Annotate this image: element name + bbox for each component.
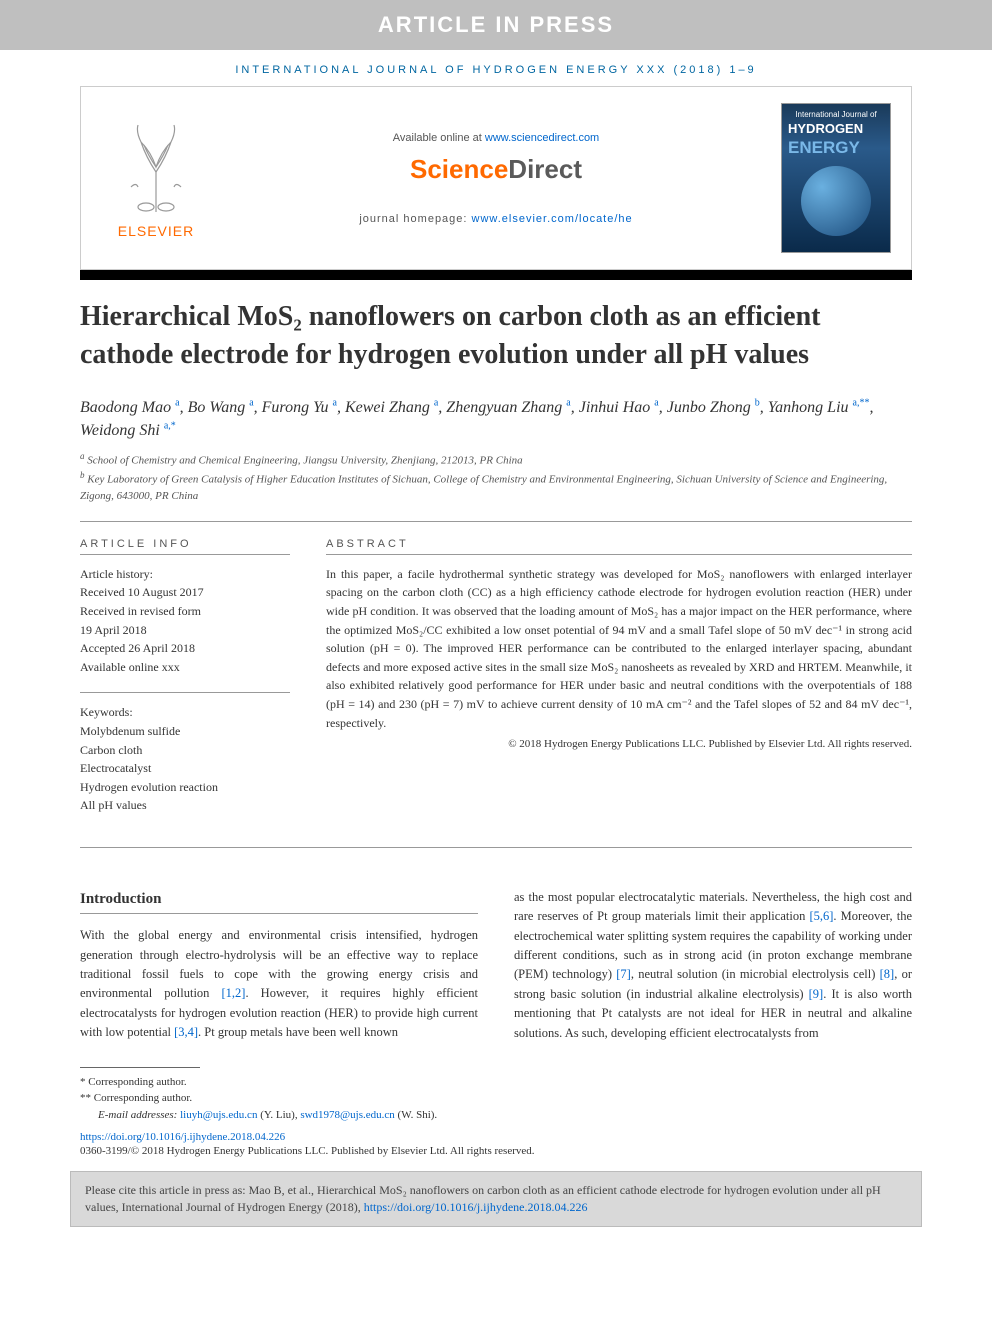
email-link-1[interactable]: liuyh@ujs.edu.cn bbox=[180, 1109, 257, 1121]
sd-direct: Direct bbox=[508, 154, 582, 184]
abstract-text: In this paper, a facile hydrothermal syn… bbox=[326, 565, 912, 732]
revised2: 19 April 2018 bbox=[80, 621, 290, 640]
available-online-text: Available online at www.sciencedirect.co… bbox=[211, 132, 781, 144]
affiliations: a School of Chemistry and Chemical Engin… bbox=[80, 450, 912, 505]
footnotes: * Corresponding author. ** Corresponding… bbox=[80, 1067, 912, 1124]
corresponding-2: ** Corresponding author. bbox=[80, 1090, 912, 1107]
article-info: ARTICLE INFO Article history: Received 1… bbox=[80, 538, 290, 831]
title-section: Hierarchical MoS₂ nanoflowers on carbon … bbox=[80, 298, 912, 374]
article-title: Hierarchical MoS₂ nanoflowers on carbon … bbox=[80, 298, 912, 374]
cover-globe-icon bbox=[801, 166, 871, 236]
email-name-2: (W. Shi). bbox=[395, 1109, 437, 1121]
keyword: All pH values bbox=[80, 796, 290, 815]
corresponding-1: * Corresponding author. bbox=[80, 1074, 912, 1091]
history-label: Article history: bbox=[80, 565, 290, 584]
abstract-heading: ABSTRACT bbox=[326, 538, 912, 550]
cover-energy: ENERGY bbox=[782, 138, 890, 158]
sciencedirect-logo: ScienceDirect bbox=[211, 154, 781, 185]
email-link-2[interactable]: swd1978@ujs.edu.cn bbox=[300, 1109, 394, 1121]
keyword: Hydrogen evolution reaction bbox=[80, 778, 290, 797]
cover-top-text: International Journal of bbox=[782, 104, 890, 119]
doi-link[interactable]: https://doi.org/10.1016/j.ijhydene.2018.… bbox=[80, 1131, 285, 1143]
article-history: Article history: Received 10 August 2017… bbox=[80, 565, 290, 677]
email-label: E-mail addresses: bbox=[98, 1109, 180, 1121]
divider bbox=[80, 521, 912, 522]
introduction-heading: Introduction bbox=[80, 888, 478, 911]
homepage-text: journal homepage: www.elsevier.com/locat… bbox=[211, 213, 781, 225]
elsevier-tree-icon bbox=[116, 117, 196, 217]
cover-hydrogen: HYDROGEN bbox=[782, 119, 890, 138]
abstract-column: ABSTRACT In this paper, a facile hydroth… bbox=[326, 538, 912, 831]
received: Received 10 August 2017 bbox=[80, 583, 290, 602]
article-in-press-banner: ARTICLE IN PRESS bbox=[0, 0, 992, 50]
doi-line: https://doi.org/10.1016/j.ijhydene.2018.… bbox=[80, 1131, 912, 1143]
info-rule bbox=[80, 692, 290, 693]
cite-doi-link[interactable]: https://doi.org/10.1016/j.ijhydene.2018.… bbox=[364, 1200, 588, 1214]
email-name-1: (Y. Liu), bbox=[257, 1109, 300, 1121]
divider bbox=[80, 847, 912, 848]
header-center: Available online at www.sciencedirect.co… bbox=[211, 132, 781, 225]
available-prefix: Available online at bbox=[393, 132, 485, 144]
elsevier-logo: ELSEVIER bbox=[101, 117, 211, 239]
black-divider bbox=[80, 270, 912, 280]
article-info-heading: ARTICLE INFO bbox=[80, 538, 290, 550]
keyword: Carbon cloth bbox=[80, 741, 290, 760]
sd-science: Science bbox=[410, 154, 508, 184]
keyword: Electrocatalyst bbox=[80, 759, 290, 778]
intro-para-1: With the global energy and environmental… bbox=[80, 926, 478, 1042]
affiliation-a: a School of Chemistry and Chemical Engin… bbox=[80, 450, 912, 469]
journal-cover: International Journal of HYDROGEN ENERGY bbox=[781, 103, 891, 253]
revised1: Received in revised form bbox=[80, 602, 290, 621]
body-col-left: Introduction With the global energy and … bbox=[80, 888, 478, 1043]
journal-header: INTERNATIONAL JOURNAL OF HYDROGEN ENERGY… bbox=[0, 50, 992, 86]
keywords-label: Keywords: bbox=[80, 703, 290, 722]
accepted: Accepted 26 April 2018 bbox=[80, 639, 290, 658]
affiliation-b: b Key Laboratory of Green Catalysis of H… bbox=[80, 469, 912, 505]
section-rule bbox=[80, 913, 478, 914]
body-columns: Introduction With the global energy and … bbox=[80, 888, 912, 1043]
issn-copyright: 0360-3199/© 2018 Hydrogen Energy Publica… bbox=[80, 1145, 912, 1157]
elsevier-text: ELSEVIER bbox=[101, 223, 211, 239]
homepage-prefix: journal homepage: bbox=[359, 213, 471, 225]
abstract-rule bbox=[326, 554, 912, 555]
keyword: Molybdenum sulfide bbox=[80, 722, 290, 741]
available: Available online xxx bbox=[80, 658, 290, 677]
sciencedirect-link[interactable]: www.sciencedirect.com bbox=[485, 132, 599, 144]
footnote-rule bbox=[80, 1067, 200, 1068]
body-col-right: as the most popular electrocatalytic mat… bbox=[514, 888, 912, 1043]
abstract-copyright: © 2018 Hydrogen Energy Publications LLC.… bbox=[326, 738, 912, 750]
header-box: ELSEVIER Available online at www.science… bbox=[80, 86, 912, 270]
intro-para-2: as the most popular electrocatalytic mat… bbox=[514, 888, 912, 1043]
info-rule bbox=[80, 554, 290, 555]
info-abstract-row: ARTICLE INFO Article history: Received 1… bbox=[80, 538, 912, 831]
email-line: E-mail addresses: liuyh@ujs.edu.cn (Y. L… bbox=[80, 1107, 912, 1124]
homepage-link[interactable]: www.elsevier.com/locate/he bbox=[472, 213, 633, 225]
cite-box: Please cite this article in press as: Ma… bbox=[70, 1171, 922, 1227]
authors: Baodong Mao a, Bo Wang a, Furong Yu a, K… bbox=[80, 396, 912, 442]
keywords-block: Keywords: Molybdenum sulfide Carbon clot… bbox=[80, 703, 290, 815]
